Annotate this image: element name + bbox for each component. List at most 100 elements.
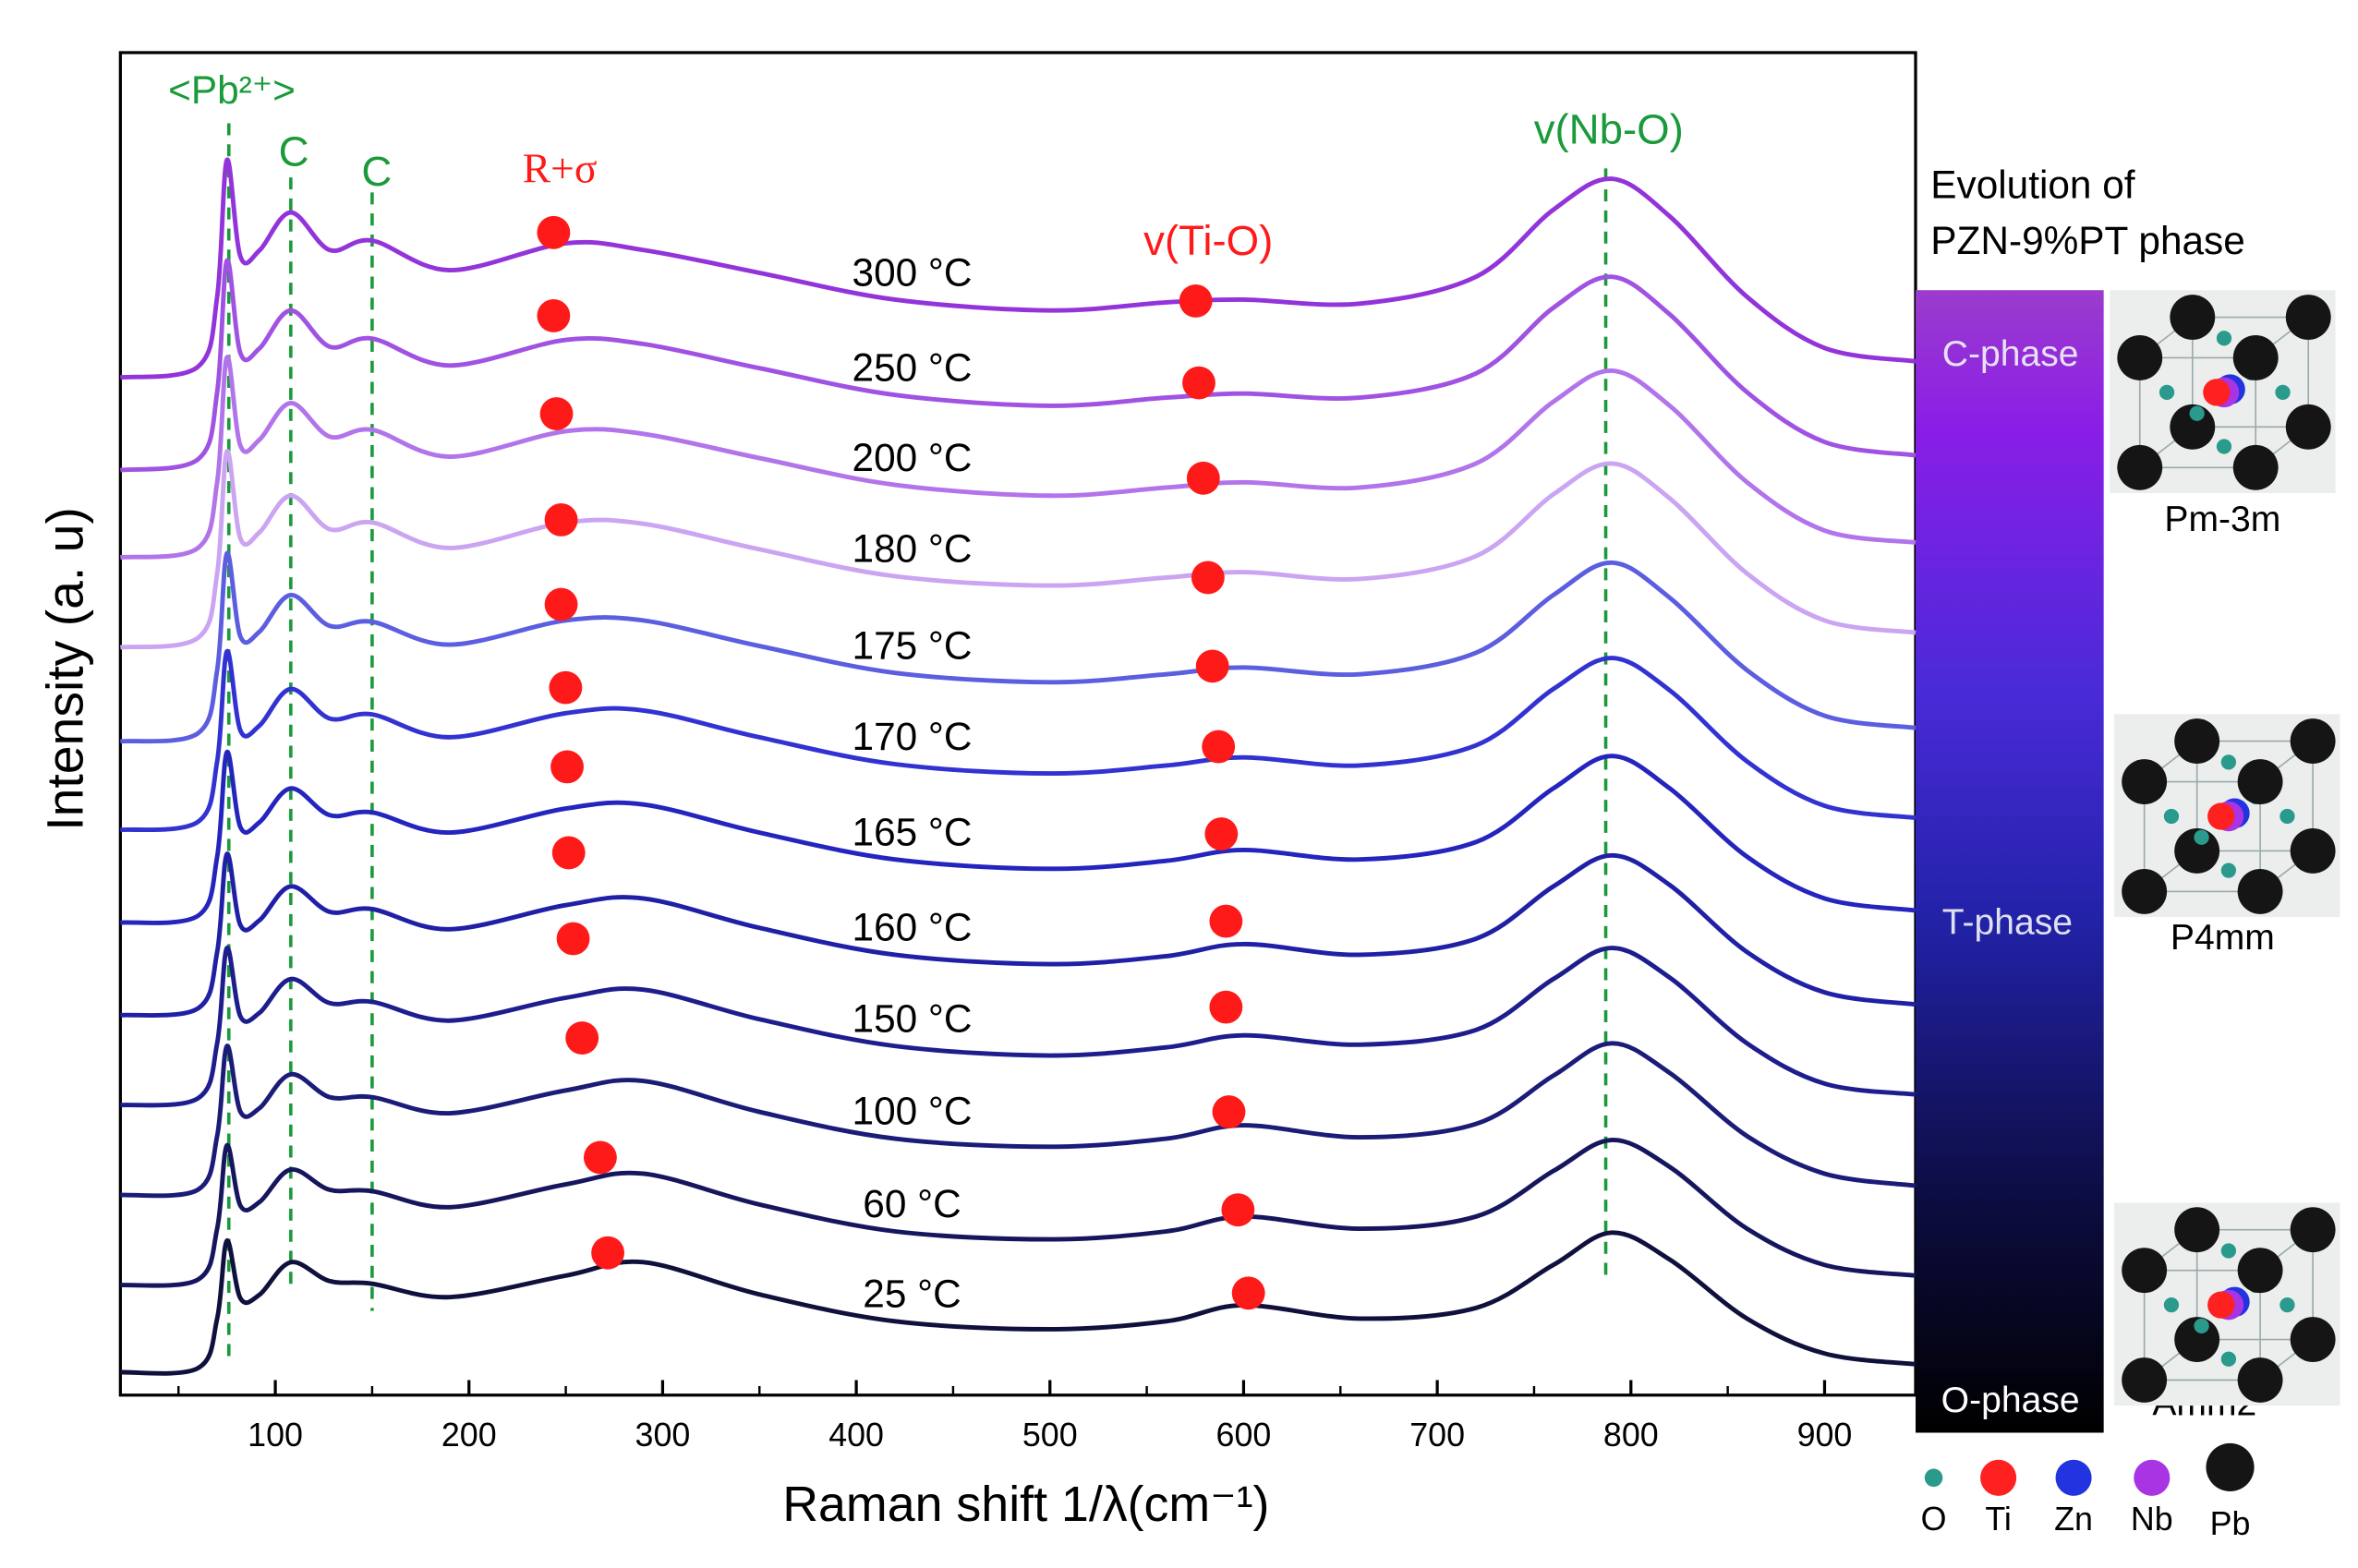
pb-atom — [2285, 295, 2331, 340]
phase-label: O-phase — [1941, 1381, 2080, 1420]
peak-marker — [544, 502, 578, 537]
series-label: 100 °C — [853, 1090, 973, 1133]
crystal-structure — [2114, 1202, 2340, 1406]
o-atom — [2220, 862, 2237, 878]
atom-swatch — [2134, 1459, 2171, 1496]
phase-label: T-phase — [1942, 903, 2073, 943]
phase-colorbar — [1916, 290, 2104, 1433]
ti-atom — [2203, 379, 2231, 406]
peak-marker — [1202, 730, 1236, 764]
pb-atom — [2237, 759, 2283, 804]
pb-atom — [2174, 1207, 2220, 1253]
y-axis-label: Intensity (a. u) — [37, 507, 94, 831]
series-label: 250 °C — [853, 346, 973, 390]
peak-marker — [583, 1140, 617, 1175]
structure-label: P4mm — [2171, 918, 2275, 958]
atom-label: Pb — [2210, 1505, 2251, 1542]
peak-marker — [591, 1236, 625, 1270]
o-atom — [2194, 829, 2209, 845]
spectrum-line — [120, 750, 1917, 925]
peak-marker — [1209, 904, 1243, 938]
series-label: 60 °C — [863, 1182, 961, 1225]
spectrum-line — [120, 157, 1917, 380]
pb-atom — [2237, 1357, 2283, 1403]
o-atom — [2279, 1297, 2295, 1313]
o-atom — [2158, 384, 2175, 401]
atom-swatch — [1980, 1459, 2017, 1496]
peak-marker — [1182, 366, 1215, 400]
x-tick-label: 700 — [1409, 1417, 1465, 1453]
o-atom — [2279, 808, 2295, 825]
spectrum-line — [120, 550, 1917, 744]
series-label: 160 °C — [853, 906, 973, 949]
structure-label: Pm-3m — [2164, 500, 2280, 539]
pb-atom — [2290, 828, 2336, 874]
pb-atom — [2285, 404, 2331, 450]
peak-marker — [537, 299, 571, 332]
atom-label: Zn — [2054, 1501, 2093, 1538]
o-atom — [2163, 808, 2180, 825]
pb-atom — [2122, 759, 2168, 804]
peak-marker — [1221, 1193, 1255, 1227]
spectrum-line — [120, 648, 1917, 833]
spectrum-line — [120, 1230, 1917, 1376]
o-atom — [2220, 754, 2237, 770]
spectrum-line — [120, 851, 1917, 1018]
pb-atom — [2170, 295, 2216, 340]
pb-atom — [2117, 444, 2163, 490]
o-atom — [2189, 405, 2205, 421]
x-tick-label: 100 — [248, 1417, 303, 1453]
x-tick-label: 500 — [1022, 1417, 1078, 1453]
spectrum-line — [120, 355, 1917, 561]
peak-marker — [1209, 990, 1243, 1024]
peak-marker — [1231, 1276, 1265, 1310]
x-tick-label: 400 — [828, 1417, 884, 1453]
x-tick-label: 900 — [1797, 1417, 1853, 1453]
atom-label: O — [1921, 1501, 1947, 1538]
peak-marker — [1204, 817, 1239, 850]
peak-marker — [550, 750, 584, 784]
o-atom — [2220, 1351, 2237, 1367]
ti-atom — [2207, 1291, 2235, 1319]
o-atom — [2216, 331, 2232, 346]
reference-label: v(Nb-O) — [1534, 105, 1684, 152]
marker-label: R+σ — [523, 145, 598, 192]
x-tick-label: 600 — [1216, 1417, 1272, 1453]
o-atom — [2194, 1318, 2209, 1334]
atom-label: Nb — [2131, 1501, 2173, 1538]
peak-marker — [539, 397, 574, 430]
pb-atom — [2290, 1207, 2336, 1253]
pb-atom — [2117, 335, 2163, 380]
panel-title: Evolution of — [1930, 163, 2135, 207]
o-atom — [2275, 384, 2291, 401]
ti-atom — [2207, 802, 2235, 830]
o-atom — [2216, 439, 2232, 454]
series-label: 150 °C — [853, 996, 973, 1040]
peak-marker — [537, 215, 571, 249]
peak-marker — [1212, 1095, 1246, 1128]
peak-marker — [1195, 649, 1229, 683]
series-label: 300 °C — [853, 250, 973, 294]
spectrum-line — [120, 1138, 1917, 1288]
marker-label: v(Ti-O) — [1143, 217, 1273, 264]
o-atom — [2220, 1243, 2237, 1259]
series-label: 180 °C — [853, 527, 973, 571]
reference-label: <Pb²⁺> — [168, 68, 296, 112]
o-atom — [2163, 1297, 2180, 1313]
pb-atom — [2122, 1357, 2168, 1403]
series-label: 175 °C — [853, 623, 973, 667]
peak-marker — [1186, 461, 1220, 495]
series-label: 165 °C — [853, 810, 973, 853]
series-label: 25 °C — [863, 1272, 961, 1315]
spectrum-line — [120, 449, 1917, 650]
pb-atom — [2232, 444, 2279, 490]
atom-swatch — [2055, 1459, 2092, 1496]
x-axis-label: Raman shift 1/λ(cm⁻¹) — [782, 1477, 1269, 1532]
pb-atom — [2122, 1248, 2168, 1294]
crystal-structure — [2114, 714, 2340, 918]
x-tick-label: 300 — [635, 1417, 691, 1453]
phase-label: C-phase — [1942, 334, 2079, 374]
series-label: 170 °C — [853, 715, 973, 758]
